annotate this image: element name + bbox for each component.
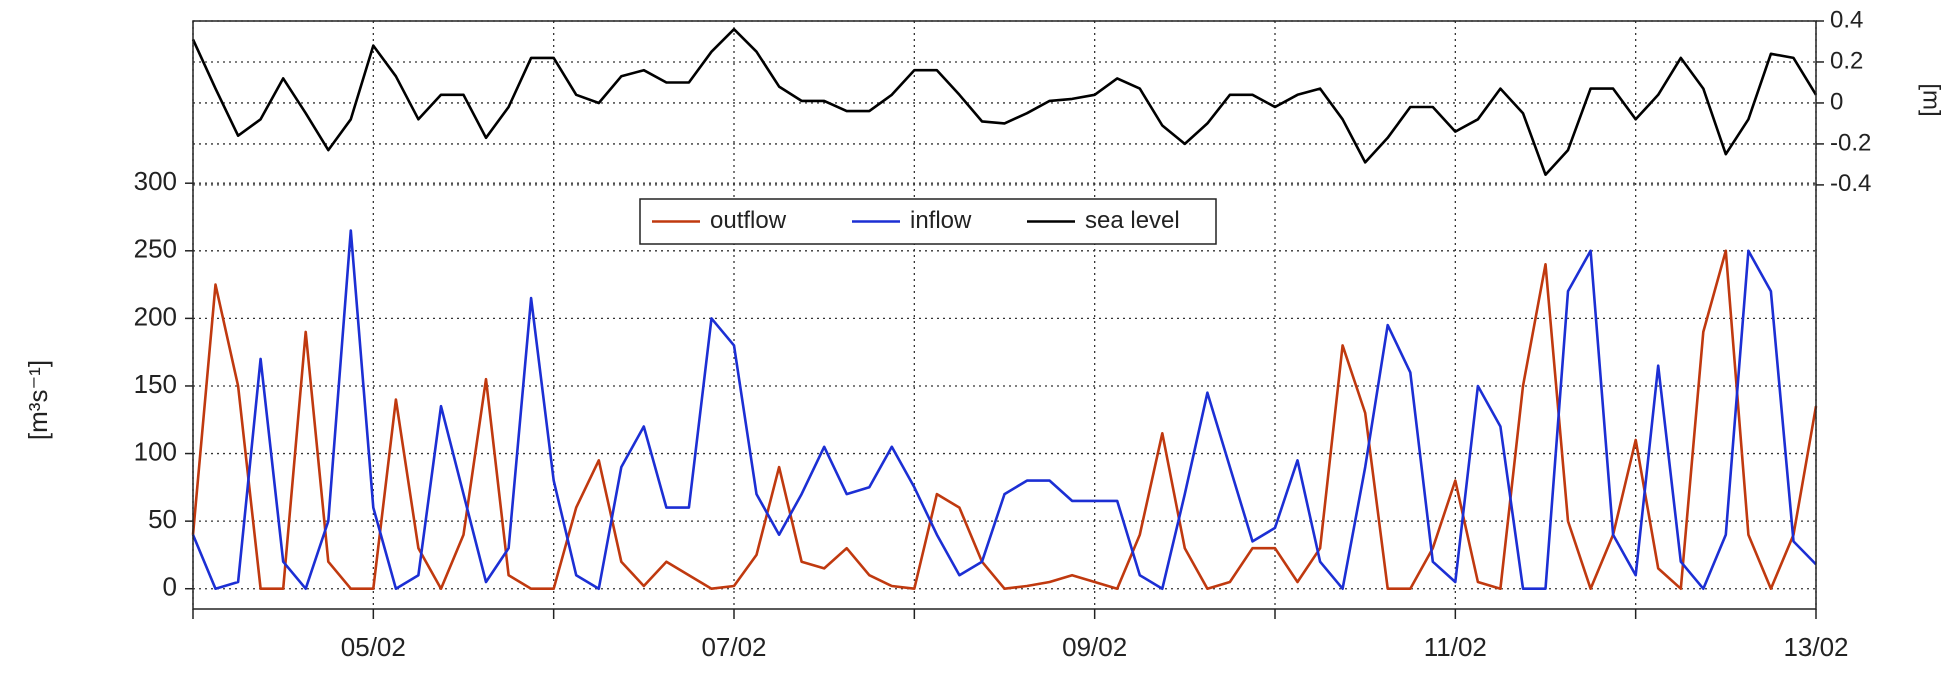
y-tick-label: 250 [134, 234, 177, 264]
y-axis-label: [m³s⁻¹] [23, 360, 53, 440]
legend-label: outflow [710, 207, 787, 234]
x-tick-label: 11/02 [1424, 632, 1487, 662]
legend-label: sea level [1085, 207, 1180, 234]
y2-tick-label: -0.4 [1830, 170, 1871, 197]
x-tick-label: 09/02 [1062, 632, 1127, 662]
x-tick-label: 05/02 [341, 632, 406, 662]
y-tick-label: 150 [134, 369, 177, 399]
y2-tick-label: -0.2 [1830, 129, 1871, 156]
series-line [191, 229, 1817, 590]
x-tick-label: 07/02 [701, 632, 766, 662]
series-line [191, 249, 1818, 590]
plot-frame [192, 20, 1817, 610]
y-tick-label: 300 [134, 166, 177, 196]
y-tick-label: 200 [134, 301, 177, 331]
series-line [191, 27, 1818, 176]
x-tick-label: 13/02 [1783, 632, 1848, 662]
y2-tick-label: 0 [1830, 88, 1843, 115]
y-tick-label: 0 [163, 572, 177, 602]
y2-tick-label: 0.2 [1830, 47, 1863, 74]
y2-tick-label: 0.4 [1830, 6, 1863, 33]
y-tick-label: 100 [134, 436, 177, 466]
legend-label: inflow [910, 207, 972, 234]
legend-box [639, 198, 1217, 245]
y2-axis-label: [m] [1918, 83, 1945, 116]
y-tick-label: 50 [148, 504, 177, 534]
